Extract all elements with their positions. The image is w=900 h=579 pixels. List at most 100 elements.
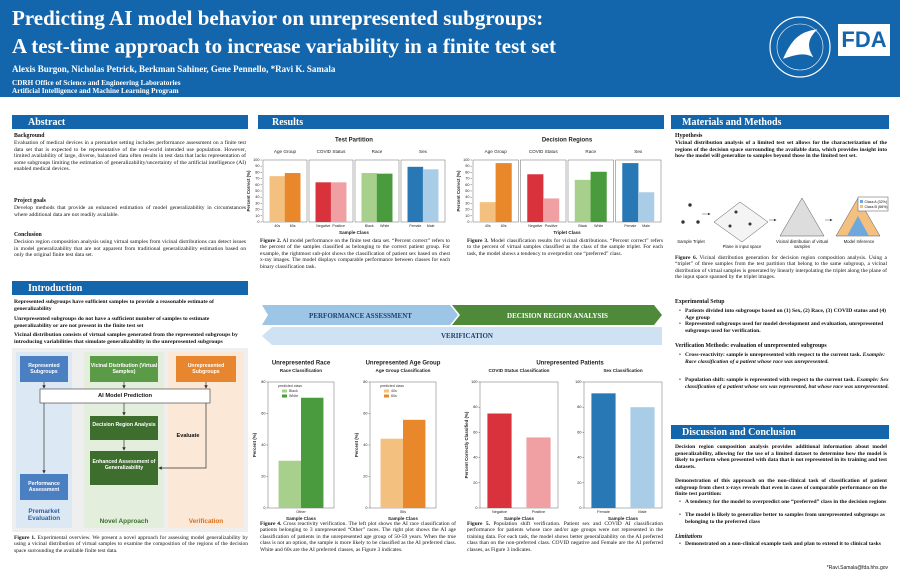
y-tick-label: 40 (577, 456, 581, 460)
legend-title: predicted class (380, 384, 404, 388)
poster-title: Predicting AI model behavior on unrepres… (12, 5, 772, 31)
y-tick-label: 40 (465, 195, 469, 199)
bullet: Population shift: sample is represented … (678, 377, 893, 390)
x-tick-label: Negative (492, 510, 507, 514)
chart-title: Unrepresented Race (272, 361, 331, 367)
y-tick-label: 80 (577, 405, 581, 409)
y-tick-label: 30 (465, 201, 469, 205)
diagram-node-label: Evaluate (168, 433, 208, 440)
text-run: DECISION REGION ANALYSIS (507, 311, 608, 320)
bullet: Patients divided into subgroups based on… (678, 308, 893, 321)
banner-label: DECISION REGION ANALYSIS (460, 312, 655, 320)
bar (301, 397, 324, 508)
text-run: evaluation of unrepresented subgroups (730, 343, 827, 349)
text-run: Background (14, 133, 45, 139)
affiliation: Artificial Intelligence and Machine Lear… (12, 87, 512, 95)
text-run: Vicinal distribution of virtual samples (776, 239, 828, 250)
text-run: Unrepresented subgroups do not have a su… (14, 316, 210, 329)
x-axis-label: Sample Class (388, 516, 418, 521)
diagram-node-label: Unrepresented Subgroups (176, 363, 236, 375)
text-run: Vicinal distribution analysis of a limit… (675, 140, 887, 160)
diagram-node-label: AI Model Prediction (40, 393, 210, 400)
y-tick-label: 60 (473, 430, 477, 434)
heading-bar (258, 115, 664, 129)
text-run: Experimental Setup (675, 299, 725, 305)
heading-bar (671, 115, 889, 129)
bar (622, 163, 639, 222)
text-run: PERFORMANCE ASSESSMENT (309, 311, 412, 320)
diagram-label: Vicinal distribution of virtual samples (776, 239, 828, 249)
figure-caption: Figure 6. Vicinal distribution generatio… (675, 255, 887, 281)
group-label: Race (585, 149, 596, 154)
text-run: Model classification results for vicinal… (467, 238, 664, 257)
figure-caption: Figure 2. AI model performance on the fi… (260, 238, 450, 270)
legend-label: 40s (391, 389, 397, 393)
x-tick-label: Other (296, 510, 306, 514)
bullet: A tendency for the model to overpredict … (678, 499, 893, 506)
y-tick-label: 50 (255, 189, 259, 193)
bar (422, 169, 439, 222)
bar (526, 437, 551, 508)
y-axis-label: Percent (%) (354, 432, 359, 457)
y-tick-label: 80 (473, 405, 477, 409)
text-run: Demonstrated on a non-clinical example t… (685, 541, 881, 547)
y-tick-label: 20 (577, 481, 581, 485)
text-run: Figure 4. (260, 521, 282, 527)
figure-caption: Figure 5. Population shift verification.… (467, 521, 663, 553)
paragraph: Decision region composition analysis pro… (675, 444, 887, 470)
text-run: Population shift verification. Patient s… (467, 521, 663, 553)
text-run: Performance Assessment (28, 481, 60, 494)
y-tick-label: 0 (467, 220, 469, 224)
footer: *Ravi.Samala@fda.hhs.gov (760, 565, 888, 572)
poster-title: A test-time approach to increase variabi… (12, 33, 772, 59)
x-tick-label: Positive (545, 224, 558, 228)
x-axis-label: Sample Class (504, 516, 534, 521)
text-run: Example: Sex classification of a patient… (685, 377, 889, 390)
x-tick-label: Female (624, 224, 636, 228)
text-run: Figure 1. (14, 535, 36, 541)
y-tick-label: 100 (575, 380, 581, 384)
figure-caption: Figure 3. Model classification results f… (467, 238, 663, 257)
group-label: COVID Status (317, 149, 347, 154)
text-run: Introduction (28, 282, 83, 294)
y-tick-label: 50 (465, 189, 469, 193)
legend-swatch (282, 394, 287, 398)
chart-subtitle: Race Classification (280, 368, 322, 373)
x-tick-label: Male (638, 510, 646, 514)
group-label: Age Group (485, 149, 508, 154)
bullet: Demonstrated on a non-clinical example t… (678, 541, 893, 548)
chart-subtitle: COVID Status Classification (488, 368, 549, 373)
x-tick-label: Positive (532, 510, 545, 514)
legend-label: White (289, 394, 298, 398)
y-tick-label: 40 (363, 443, 367, 447)
y-tick-label: 90 (465, 164, 469, 168)
diagram-node-label: Performance Assessment (20, 481, 68, 493)
plot-frame (583, 381, 663, 509)
text-run: Verification Methods: (675, 343, 730, 349)
text-run: Represented Subgroups (28, 363, 60, 376)
bar (591, 393, 616, 508)
bar (361, 173, 378, 222)
text-run: Decision region composition analysis usi… (14, 239, 246, 259)
y-tick-label: 0 (257, 220, 259, 224)
y-tick-label: 40 (261, 443, 265, 447)
x-tick-label: 60s (290, 224, 296, 228)
text-run: Model Inference (843, 239, 875, 244)
hhs-seal (769, 16, 831, 78)
text-run: Hypothesis (675, 133, 703, 139)
bar (284, 173, 301, 222)
x-axis-label: Sample Class (339, 230, 369, 235)
text-run: Evaluation of medical devices in a prema… (14, 140, 246, 173)
x-tick-label: Black (578, 224, 587, 228)
paragraph: Vicinal distribution analysis of a limit… (675, 140, 887, 160)
y-axis-label: Percent (%) (252, 432, 257, 457)
chart-title: Decision Regions (542, 138, 593, 144)
y-tick-label: 80 (255, 170, 259, 174)
legend-swatch (384, 394, 389, 398)
section-heading: Introduction (28, 283, 248, 294)
y-tick-label: 60 (577, 430, 581, 434)
figure-caption: Figure 4. Cross reactivity verification.… (260, 521, 456, 553)
bar (380, 438, 403, 508)
y-tick-label: 0 (365, 506, 367, 510)
y-tick-label: 20 (473, 481, 477, 485)
